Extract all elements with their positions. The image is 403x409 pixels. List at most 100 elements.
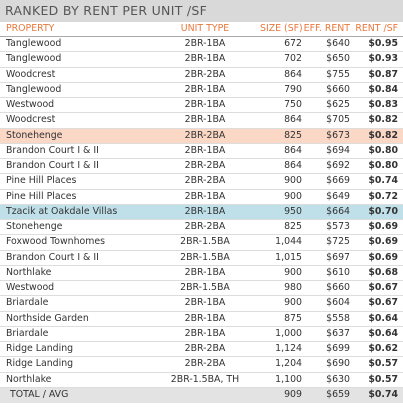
table-row: Northside Garden 2BR-1BA 875 $558 $0.64 [0, 311, 403, 327]
table-cell: $0.95 [350, 36, 403, 53]
table-cell: Brandon Court I & II [0, 143, 150, 160]
header-cell: RENT /SF [350, 22, 403, 37]
table-cell: $660 [302, 82, 350, 99]
table-cell: $0.74 [350, 173, 403, 190]
table-row: Foxwood Townhomes 2BR-1.5BA 1,044 $725 $0.69 [0, 234, 403, 251]
table-cell: $0.70 [350, 204, 403, 221]
empty-cell [150, 387, 260, 403]
table-cell: $0.82 [350, 128, 403, 144]
table-cell: $604 [302, 295, 350, 312]
table-cell: 672 [260, 36, 302, 53]
table-cell: 2BR-2BA [150, 356, 260, 373]
table-cell: 2BR-2BA [150, 158, 260, 175]
table-cell: Foxwood Townhomes [0, 234, 150, 251]
table-cell: $640 [302, 36, 350, 53]
table-cell: Tanglewood [0, 82, 150, 99]
table-cell: $610 [302, 265, 350, 282]
total-cell: TOTAL / AVG [0, 387, 150, 403]
table-cell: $0.83 [350, 97, 403, 114]
table-cell: $0.62 [350, 341, 403, 358]
table-cell: $692 [302, 158, 350, 175]
table-cell: Tzacik at Oakdale Villas [0, 204, 150, 221]
table-cell: $755 [302, 67, 350, 83]
table-cell: $697 [302, 250, 350, 266]
table-cell: 900 [260, 189, 302, 205]
table-cell: $690 [302, 356, 350, 373]
table-row: Pine Hill Places 2BR-2BA 900 $669 $0.74 [0, 173, 403, 190]
table-cell: Briardale [0, 295, 150, 312]
table-cell: Woodcrest [0, 67, 150, 83]
table-cell: 2BR-1.5BA [150, 280, 260, 297]
table-cell: $0.57 [350, 372, 403, 388]
table-cell: $0.80 [350, 158, 403, 175]
table-cell: $0.69 [350, 250, 403, 266]
table-cell: Westwood [0, 97, 150, 114]
table-cell: $649 [302, 189, 350, 205]
table-cell: Westwood [0, 280, 150, 297]
table-cell: $673 [302, 128, 350, 144]
table-cell: $0.69 [350, 219, 403, 236]
table-cell: $573 [302, 219, 350, 236]
table-cell: 864 [260, 112, 302, 129]
table-cell: 900 [260, 173, 302, 190]
table-row: Tanglewood 2BR-1BA 790 $660 $0.84 [0, 82, 403, 99]
table-cell: 750 [260, 97, 302, 114]
table-cell: 2BR-2BA [150, 219, 260, 236]
table-cell: $0.87 [350, 67, 403, 83]
table-row: Brandon Court I & II 2BR-1BA 864 $694 $0.80 [0, 143, 403, 160]
table-cell: $0.69 [350, 234, 403, 251]
table-cell: Ridge Landing [0, 341, 150, 358]
table-row: Ridge Landing 2BR-2BA 1,124 $699 $0.62 [0, 341, 403, 358]
table-cell: 2BR-1BA [150, 204, 260, 221]
table-cell: Northlake [0, 372, 150, 388]
table-row: Northlake 2BR-1.5BA, TH 1,100 $630 $0.57 [0, 372, 403, 388]
table-cell: 2BR-1BA [150, 311, 260, 327]
table-cell: $630 [302, 372, 350, 388]
table-cell: 2BR-1.5BA, TH [150, 372, 260, 388]
table-cell: 2BR-1BA [150, 265, 260, 282]
table-cell: 1,204 [260, 356, 302, 373]
table-cell: $0.68 [350, 265, 403, 282]
table-cell: 2BR-1BA [150, 189, 260, 205]
table-cell: 2BR-2BA [150, 173, 260, 190]
table-cell: $0.72 [350, 189, 403, 205]
table-cell: 2BR-1BA [150, 36, 260, 53]
table-cell: 1,000 [260, 326, 302, 343]
table-cell: 2BR-1BA [150, 82, 260, 99]
table-cell: Northside Garden [0, 311, 150, 327]
table-cell: $0.64 [350, 311, 403, 327]
table-cell: 900 [260, 295, 302, 312]
table-cell: $699 [302, 341, 350, 358]
total-cell: $659 [302, 387, 350, 403]
table-cell: 864 [260, 67, 302, 83]
table-cell: 702 [260, 51, 302, 68]
header-cell: PROPERTY [0, 22, 150, 37]
table-body: Tanglewood 2BR-1BA 672 $640 $0.95 Tanglewood 2… [0, 36, 403, 388]
table-cell: $0.67 [350, 295, 403, 312]
table-cell: $0.84 [350, 82, 403, 99]
table-cell: Pine Hill Places [0, 189, 150, 205]
table-cell: $0.82 [350, 112, 403, 129]
table-header: PROPERTY UNIT TYPE SIZE (SF) EFF. RENT RENT … [0, 22, 403, 37]
table-cell: Stonehenge [0, 219, 150, 236]
table-cell: 2BR-1BA [150, 295, 260, 312]
title-bar: RANKED BY RENT PER UNIT /SF [0, 0, 403, 22]
table-cell: $0.64 [350, 326, 403, 343]
table-cell: $0.80 [350, 143, 403, 160]
table-cell: $0.67 [350, 280, 403, 297]
header-row: PROPERTY UNIT TYPE SIZE (SF) EFF. RENT RENT … [0, 22, 403, 37]
table-cell: $625 [302, 97, 350, 114]
table-cell: 2BR-2BA [150, 128, 260, 144]
table-cell: 980 [260, 280, 302, 297]
table-cell: 900 [260, 265, 302, 282]
table-cell: 864 [260, 158, 302, 175]
table-row: Brandon Court I & II 2BR-1.5BA 1,015 $697 $0… [0, 250, 403, 266]
table-cell: Stonehenge [0, 128, 150, 144]
header-cell: UNIT TYPE [150, 22, 260, 37]
table-row: Stonehenge 2BR-2BA 825 $673 $0.82 [0, 128, 403, 144]
header-cell: EFF. RENT [302, 22, 350, 37]
table-cell: 2BR-2BA [150, 67, 260, 83]
table-cell: $725 [302, 234, 350, 251]
table-cell: $705 [302, 112, 350, 129]
